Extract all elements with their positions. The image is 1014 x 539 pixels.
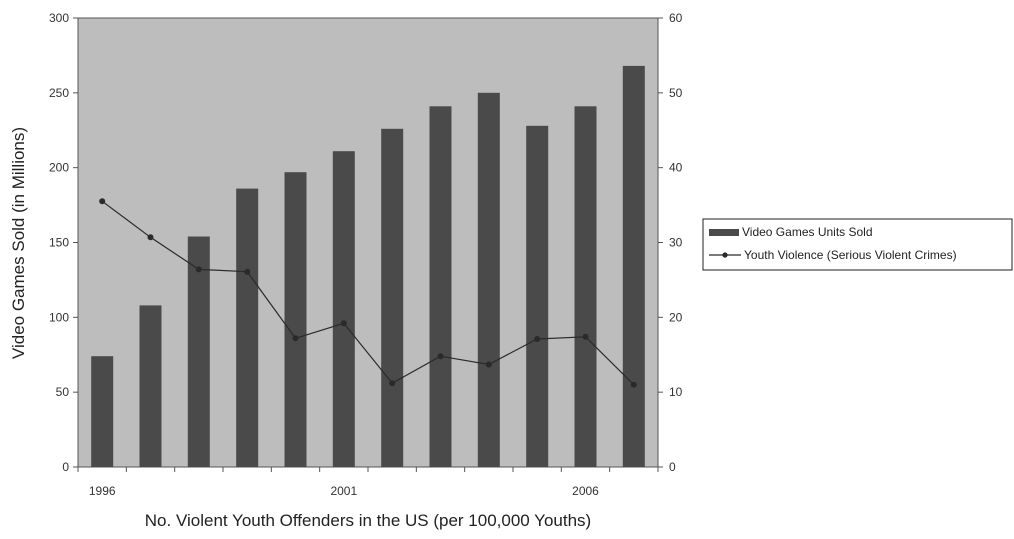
plot-area: [77, 17, 659, 468]
y-axis-ticks: 0 50 100 150 200 250 300: [49, 11, 78, 474]
y2-tick-label: 20: [669, 310, 683, 324]
bar-2007: [622, 65, 645, 468]
legend-line-marker: [722, 252, 728, 258]
point-2004: [485, 361, 492, 368]
point-2003: [437, 353, 444, 360]
bar-1999: [236, 188, 259, 467]
bar-2001: [332, 151, 355, 467]
y2-axis-ticks: 0 10 20 30 40 50 60: [658, 11, 683, 474]
y-tick-label: 50: [56, 385, 70, 399]
bar-2006: [574, 106, 597, 468]
y-tick-label: 300: [49, 11, 69, 25]
bar-2003: [429, 106, 452, 468]
point-2006: [582, 333, 589, 340]
bar-1998: [187, 236, 210, 467]
point-2005: [534, 336, 541, 342]
y2-tick-label: 10: [669, 385, 683, 399]
point-1997: [147, 234, 154, 241]
legend-box: [702, 218, 1013, 271]
x-axis-title: No. Violent Youth Offenders in the US (p…: [145, 511, 591, 530]
bars: [91, 65, 645, 468]
y2-tick-label: 30: [669, 236, 683, 250]
legend-label-bars: Video Games Units Sold: [742, 225, 873, 239]
x-axis-ticks: 1996 2001 2006: [77, 467, 659, 498]
bar-2000: [284, 172, 307, 467]
point-1999: [244, 268, 251, 275]
youth-violence-line: [101, 200, 635, 386]
bar-2004: [477, 92, 500, 468]
point-2002: [389, 380, 396, 387]
y2-tick-label: 0: [669, 460, 676, 474]
x-tick-label: 1996: [89, 484, 116, 498]
point-2000: [292, 335, 299, 342]
y-tick-label: 150: [49, 236, 69, 250]
y-axis-title: Video Games Sold (in Millions): [9, 127, 28, 359]
line-points: [99, 198, 637, 388]
x-tick-label: 2006: [572, 484, 599, 498]
y2-tick-label: 50: [669, 86, 683, 100]
y-tick-label: 200: [49, 161, 69, 175]
bar-2002: [381, 128, 404, 468]
y-tick-label: 250: [49, 86, 69, 100]
bar-1997: [139, 305, 162, 467]
x-tick-label: 2001: [330, 484, 357, 498]
point-1996: [99, 198, 106, 205]
bar-1996: [91, 356, 114, 467]
point-1998: [195, 266, 202, 273]
bar-2005: [526, 125, 549, 468]
y-tick-label: 100: [49, 310, 69, 324]
legend-bar-swatch: [709, 229, 739, 236]
y2-tick-label: 60: [669, 11, 683, 25]
line-series: [101, 200, 635, 386]
point-2007: [630, 381, 637, 388]
point-2001: [340, 320, 347, 327]
legend: Video Games Units Sold Youth Violence (S…: [702, 218, 1013, 271]
y-tick-label: 0: [62, 460, 69, 474]
legend-label-line: Youth Violence (Serious Violent Crimes): [744, 248, 957, 262]
y2-tick-label: 40: [669, 161, 683, 175]
